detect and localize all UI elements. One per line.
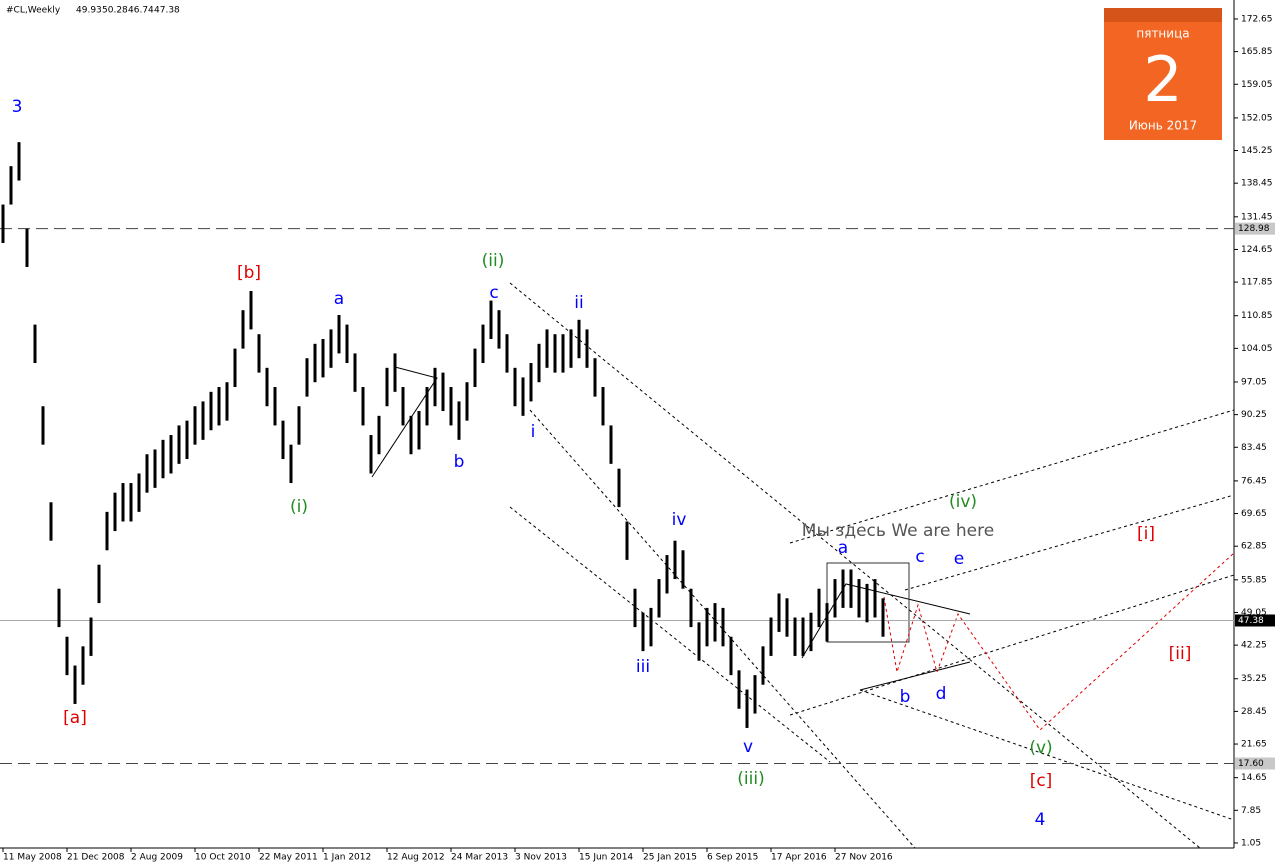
wave-label: (iv) xyxy=(949,492,977,512)
calendar: пятница 2 Июнь 2017 xyxy=(1104,8,1222,140)
y-tick-label: 104.05 xyxy=(1241,344,1273,354)
ohlc-value: 46.74 xyxy=(128,6,154,16)
level-label: 128.98 xyxy=(1238,224,1270,234)
calendar-day: 2 xyxy=(1143,43,1182,116)
wave-label: e xyxy=(954,549,964,569)
y-tick-label: 117.85 xyxy=(1241,278,1273,288)
y-tick-label: 21.65 xyxy=(1241,740,1267,750)
calendar-weekday: пятница xyxy=(1136,27,1189,41)
wave-label: (iii) xyxy=(737,769,764,789)
x-tick-label: 6 Sep 2015 xyxy=(707,853,758,863)
calendar-rings xyxy=(1104,8,1222,22)
patterns xyxy=(371,366,971,691)
y-tick-label: 14.65 xyxy=(1241,773,1267,783)
x-tick-label: 1 Jan 2012 xyxy=(323,853,371,863)
wave-label: c xyxy=(915,547,924,567)
x-tick-label: 21 Dec 2008 xyxy=(67,853,125,863)
x-tick-label: 25 Jan 2015 xyxy=(643,853,697,863)
trend-lines xyxy=(509,282,1235,849)
wave-label: (ii) xyxy=(482,251,505,271)
wave-label: [ii] xyxy=(1169,644,1192,664)
wave-label: b xyxy=(454,452,465,472)
y-tick-label: 90.25 xyxy=(1241,410,1267,420)
calendar-month: Июнь 2017 xyxy=(1129,119,1197,133)
wave-label: (i) xyxy=(290,497,308,517)
ohlc-value: 49.93 xyxy=(76,6,102,16)
level-label: 17.60 xyxy=(1238,759,1264,769)
y-tick-label: 55.85 xyxy=(1241,575,1267,585)
y-tick-label: 76.45 xyxy=(1241,476,1267,486)
wave-label: v xyxy=(743,737,753,757)
wave-label: ii xyxy=(574,293,583,313)
wave-label: c xyxy=(489,283,498,303)
x-tick-label: 3 Nov 2013 xyxy=(515,853,567,863)
y-tick-label: 49.05 xyxy=(1241,608,1267,618)
wave-label: [b] xyxy=(237,263,261,283)
wave-label: [c] xyxy=(1030,771,1053,791)
wave-label: a xyxy=(334,289,344,309)
y-tick-label: 7.85 xyxy=(1241,806,1261,816)
x-tick-label: 12 Aug 2012 xyxy=(387,853,445,863)
x-tick-label: 10 Oct 2010 xyxy=(195,853,251,863)
y-tick-label: 35.25 xyxy=(1241,674,1267,684)
wave-label: [i] xyxy=(1137,524,1155,544)
x-tick-label: 22 May 2011 xyxy=(259,853,318,863)
level-label-bg xyxy=(1235,222,1275,235)
y-tick-label: 28.45 xyxy=(1241,707,1267,717)
wave-label: d xyxy=(936,684,947,704)
wave-label: Мы здесь We are here xyxy=(802,521,994,541)
ohlc-value: 47.38 xyxy=(154,6,180,16)
level-label: 47.38 xyxy=(1238,616,1264,626)
level-label-bg xyxy=(1235,757,1275,770)
wave-label: a xyxy=(838,538,848,558)
wave-label: [a] xyxy=(63,708,87,728)
y-tick-label: 124.65 xyxy=(1241,245,1273,255)
y-tick-label: 145.25 xyxy=(1241,146,1273,156)
y-tick-label: 83.45 xyxy=(1241,443,1267,453)
y-tick-label: 152.05 xyxy=(1241,113,1273,123)
y-tick-label: 62.85 xyxy=(1241,542,1267,552)
x-tick-label: 15 Jun 2014 xyxy=(579,853,633,863)
level-label-bg xyxy=(1235,614,1275,627)
x-tick-label: 24 Mar 2013 xyxy=(451,853,508,863)
chart-title: #CL,Weekly xyxy=(6,6,61,16)
wave-label: iv xyxy=(672,510,687,530)
y-tick-label: 1.05 xyxy=(1241,838,1261,848)
y-tick-label: 69.65 xyxy=(1241,509,1267,519)
x-tick-label: 17 Apr 2016 xyxy=(771,853,827,863)
y-tick-label: 159.05 xyxy=(1241,80,1273,90)
y-tick-label: 165.85 xyxy=(1241,47,1273,57)
wave-label: iii xyxy=(636,657,650,677)
x-tick-label: 2 Aug 2009 xyxy=(131,853,183,863)
wave-label: 3 xyxy=(12,97,23,117)
wave-label: b xyxy=(900,687,911,707)
y-tick-label: 110.85 xyxy=(1241,311,1273,321)
x-tick-label: 27 Nov 2016 xyxy=(835,853,893,863)
wave-label: i xyxy=(531,422,536,442)
y-tick-label: 131.45 xyxy=(1241,212,1273,222)
calendar-bg xyxy=(1104,8,1222,140)
wave-label: (v) xyxy=(1029,738,1052,758)
ohlc-value: 50.28 xyxy=(102,6,128,16)
y-tick-label: 97.05 xyxy=(1241,377,1267,387)
x-tick-label: 11 May 2008 xyxy=(3,853,62,863)
wave-label: 4 xyxy=(1035,810,1046,830)
y-tick-label: 172.65 xyxy=(1241,14,1273,24)
y-tick-label: 138.45 xyxy=(1241,179,1273,189)
y-tick-label: 42.25 xyxy=(1241,641,1267,651)
